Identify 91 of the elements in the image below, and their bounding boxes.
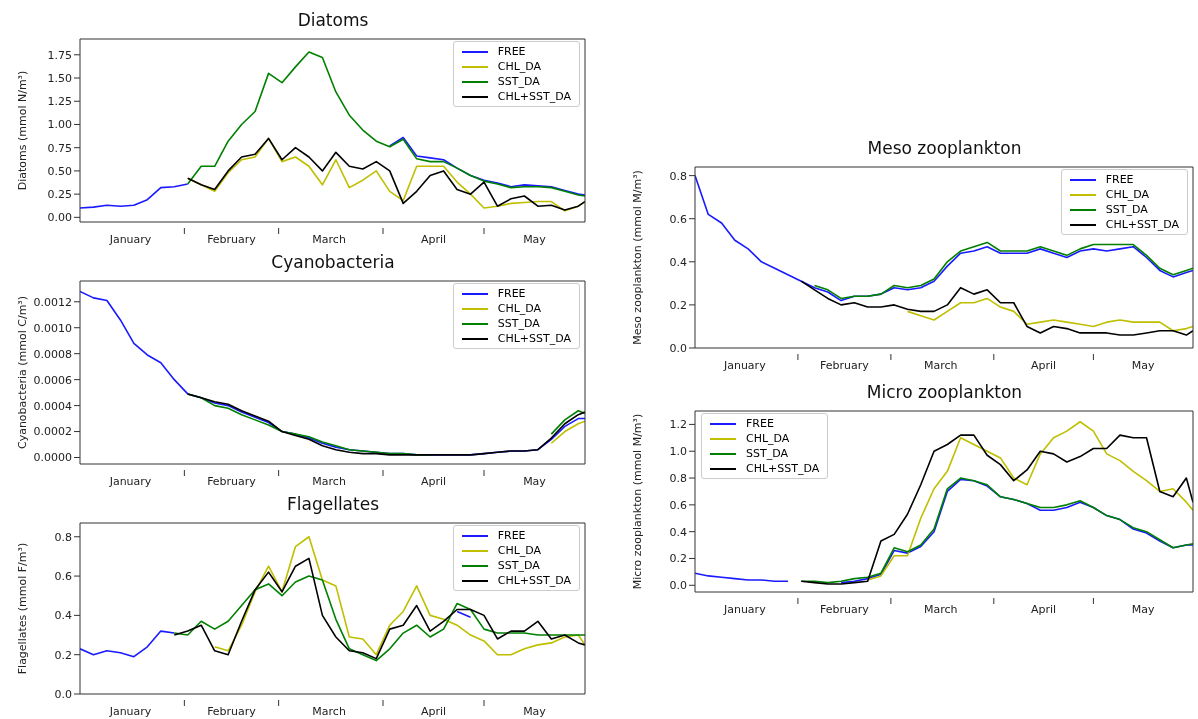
x-tick-label: February xyxy=(820,359,870,372)
y-tick-label: 0.0012 xyxy=(33,295,72,309)
chart-title: Micro zooplankton xyxy=(865,382,1024,402)
x-tick-label: March xyxy=(312,233,346,246)
line-series xyxy=(550,420,585,445)
x-tick-label: April xyxy=(420,233,447,246)
legend-label: CHL+SST_DA xyxy=(497,331,571,346)
legend-label: FREE xyxy=(497,286,526,301)
legend-label: CHL+SST_DA xyxy=(497,89,571,104)
y-tick-label: 0.0008 xyxy=(33,347,72,361)
y-tick-label: 1.00 xyxy=(47,118,72,132)
y-tick-label: 0.6 xyxy=(54,569,72,583)
x-tick-label: February xyxy=(820,603,870,616)
legend-label: SST_DA xyxy=(497,74,540,89)
y-tick-label: 0.0 xyxy=(669,579,687,593)
x-tick-label: March xyxy=(923,359,958,372)
legend-label: CHL+SST_DA xyxy=(1105,217,1179,232)
x-tick-label: May xyxy=(523,233,547,246)
x-tick-label: May xyxy=(1131,359,1156,372)
y-tick-label: 0.2 xyxy=(669,552,687,566)
y-axis-title: Diatoms (mmol N/m³) xyxy=(15,70,29,191)
y-axis-title: Meso zooplankton (mmol M/m³) xyxy=(630,170,644,345)
legend-label: FREE xyxy=(1105,172,1134,187)
x-tick-label: April xyxy=(1031,359,1057,372)
chart-title: Flagellates xyxy=(286,494,380,514)
line-series xyxy=(906,297,1193,332)
y-axis-title: Flagellates (mmol F/m³) xyxy=(15,542,29,675)
y-tick-label: 0.6 xyxy=(669,498,687,512)
y-tick-label: 0.4 xyxy=(669,255,687,269)
y-tick-label: 0.0 xyxy=(669,341,687,355)
x-tick-label: January xyxy=(108,705,152,718)
legend-label: CHL+SST_DA xyxy=(497,573,571,588)
x-tick-label: January xyxy=(108,233,152,246)
x-tick-label: April xyxy=(420,705,447,718)
y-tick-label: 0.0002 xyxy=(33,425,72,439)
x-tick-label: May xyxy=(523,705,547,718)
line-series xyxy=(173,575,585,662)
x-tick-label: January xyxy=(722,603,767,616)
legend-label: FREE xyxy=(746,416,774,431)
legend-label: CHL_DA xyxy=(746,431,790,446)
y-tick-label: 1.2 xyxy=(669,418,687,432)
y-tick-label: 0.8 xyxy=(669,471,687,485)
legend-label: FREE xyxy=(497,528,526,543)
y-tick-label: 0.0004 xyxy=(33,399,72,413)
legend-label: SST_DA xyxy=(1105,202,1148,217)
legend-label: CHL+SST_DA xyxy=(746,461,820,476)
x-tick-label: February xyxy=(207,705,257,718)
y-tick-label: 0.75 xyxy=(47,141,72,155)
legend-label: SST_DA xyxy=(746,446,788,461)
y-tick-label: 0.4 xyxy=(54,609,72,623)
y-axis-title: Micro zooplankton (mmol M/m³) xyxy=(630,413,644,590)
y-tick-label: 1.50 xyxy=(47,71,72,85)
x-tick-label: March xyxy=(312,475,346,488)
x-tick-label: April xyxy=(1031,603,1057,616)
x-tick-label: February xyxy=(207,233,257,246)
legend-label: CHL_DA xyxy=(1105,187,1150,202)
y-tick-label: 0.0 xyxy=(54,687,72,701)
y-tick-label: 0.2 xyxy=(54,648,72,662)
y-tick-label: 0.8 xyxy=(54,530,72,544)
x-tick-label: March xyxy=(312,705,346,718)
y-tick-label: 0.0006 xyxy=(33,373,72,387)
y-tick-label: 0.4 xyxy=(669,525,687,539)
x-tick-label: April xyxy=(420,475,447,488)
line-series xyxy=(173,557,585,660)
legend-label: SST_DA xyxy=(497,316,540,331)
legend-label: CHL_DA xyxy=(497,59,542,74)
chart-title: Diatoms xyxy=(296,10,370,30)
y-tick-label: 0.0000 xyxy=(33,451,72,465)
legend-label: CHL_DA xyxy=(497,543,542,558)
y-tick-label: 0.2 xyxy=(669,298,687,312)
legend-label: CHL_DA xyxy=(497,301,542,316)
x-tick-label: February xyxy=(207,475,257,488)
x-tick-label: March xyxy=(923,603,958,616)
y-tick-label: 1.75 xyxy=(47,48,72,62)
y-tick-label: 0.00 xyxy=(47,211,72,225)
chart-title: Cyanobacteria xyxy=(270,252,396,272)
y-tick-label: 0.0010 xyxy=(33,321,72,335)
x-tick-label: January xyxy=(108,475,152,488)
y-tick-label: 1.0 xyxy=(669,445,687,459)
y-tick-label: 0.25 xyxy=(47,188,72,202)
y-axis-title: Cyanobacteria (mmol C/m³) xyxy=(15,295,29,450)
y-tick-label: 0.6 xyxy=(669,212,687,226)
y-tick-label: 0.8 xyxy=(669,169,687,183)
legend-label: FREE xyxy=(497,44,526,59)
chart-title: Meso zooplankton xyxy=(866,138,1023,158)
y-tick-label: 1.25 xyxy=(47,95,72,109)
legend-label: SST_DA xyxy=(497,558,540,573)
x-tick-label: January xyxy=(722,359,767,372)
x-tick-label: May xyxy=(1131,603,1156,616)
y-tick-label: 0.50 xyxy=(47,164,72,178)
x-tick-label: May xyxy=(523,475,547,488)
